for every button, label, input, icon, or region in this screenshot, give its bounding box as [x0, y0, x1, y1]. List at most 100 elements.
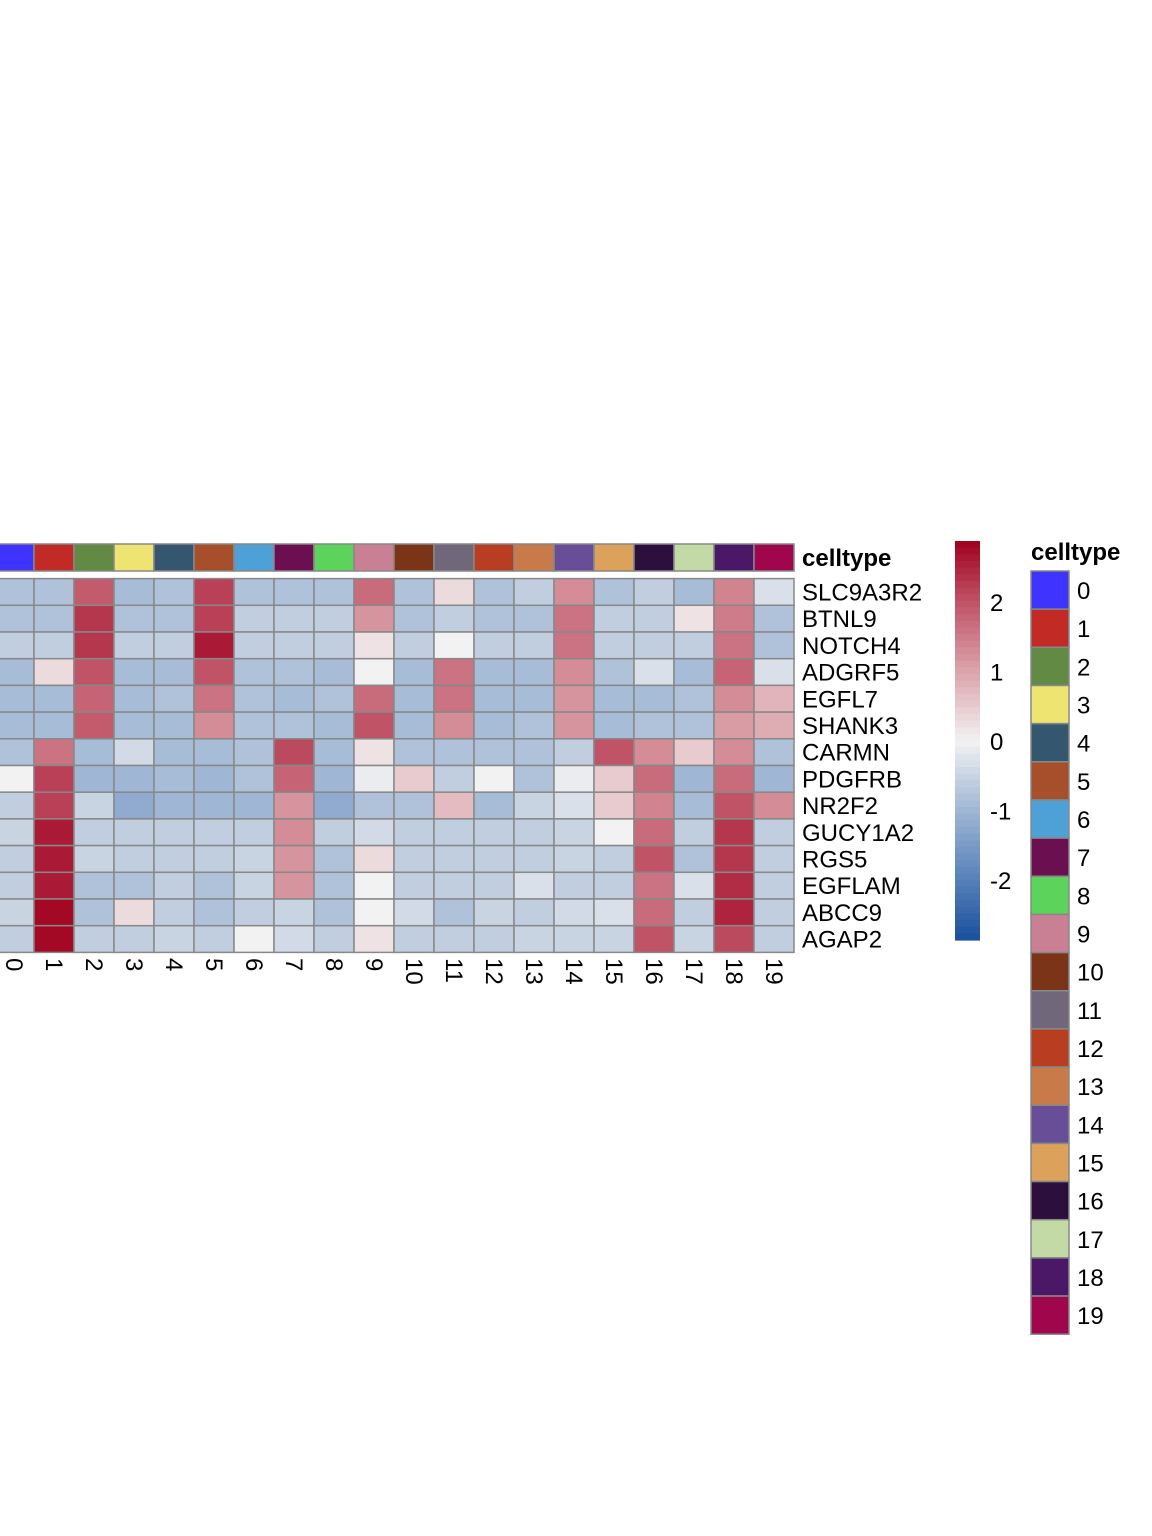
colorbar-segment	[955, 541, 980, 549]
heatmap-cell	[233, 844, 275, 874]
row-labels: SLC9A3R2BTNL9NOTCH4ADGRF5EGFL7SHANK3CARM…	[802, 579, 922, 953]
annotation-cell-0	[0, 543, 35, 572]
heatmap-cell	[753, 871, 795, 900]
legend-swatch-16	[1030, 1180, 1070, 1221]
legend-label: 4	[1077, 731, 1090, 758]
colorbar-segment	[955, 926, 980, 934]
heatmap-cell	[753, 818, 795, 847]
heatmap-cell	[473, 684, 515, 713]
colorbar-segment	[955, 740, 980, 748]
column-label: 9	[360, 958, 387, 971]
heatmap-cell	[193, 657, 235, 687]
colorbar-segment	[955, 574, 980, 582]
heatmap-cell	[753, 604, 795, 633]
heatmap-cell	[153, 711, 195, 740]
column-label: 0	[0, 958, 27, 971]
heatmap-cell	[393, 657, 435, 687]
heatmap-cell	[33, 657, 75, 687]
colorbar-segment	[955, 767, 980, 775]
heatmap-cell	[193, 844, 235, 874]
heatmap-cell	[633, 898, 675, 927]
legend-label: 8	[1077, 883, 1090, 910]
heatmap-cell	[193, 711, 235, 740]
heatmap-cell	[753, 924, 795, 954]
heatmap-cell	[113, 738, 155, 767]
colorbar-segment	[955, 693, 980, 702]
heatmap-cell	[153, 898, 195, 927]
heatmap-cell	[433, 844, 475, 874]
heatmap-cell	[633, 604, 675, 633]
heatmap-cell	[553, 684, 595, 713]
legend-swatch-5	[1030, 761, 1070, 801]
legend-label: 10	[1077, 960, 1104, 987]
colorbar-segment	[955, 680, 980, 688]
colorbar-segment	[955, 793, 980, 801]
heatmap-cell	[473, 764, 515, 793]
heatmap-cell	[513, 871, 555, 900]
colorbar-segment	[955, 560, 980, 569]
legend-swatch-9	[1030, 913, 1070, 954]
heatmap-cell	[353, 791, 395, 820]
heatmap-cell	[73, 844, 115, 874]
heatmap-cell	[0, 844, 35, 874]
column-label: 14	[560, 958, 587, 985]
colorbar-segment	[955, 620, 980, 629]
heatmap-cell	[593, 738, 635, 767]
annotation-cell-2	[73, 543, 115, 572]
heatmap-cell	[673, 684, 715, 713]
heatmap-cell	[0, 631, 35, 660]
heatmap-cell	[513, 844, 555, 874]
legend-swatch-4	[1030, 722, 1070, 763]
heatmap-cell	[513, 657, 555, 687]
heatmap-cell	[313, 604, 355, 633]
heatmap-cell	[273, 604, 315, 633]
heatmap-cell	[313, 791, 355, 820]
heatmap-cell	[593, 684, 635, 713]
heatmap-cell	[353, 711, 395, 740]
heatmap-cell	[33, 711, 75, 740]
legend-swatch-18	[1030, 1257, 1070, 1297]
annotation-cell-17	[673, 543, 715, 572]
heatmap-cell	[633, 791, 675, 820]
colorbar-tick-label: -2	[990, 868, 1011, 895]
heatmap-cell	[313, 631, 355, 660]
heatmap-cell	[353, 684, 395, 713]
heatmap-cell	[233, 684, 275, 713]
colorbar-segment	[955, 674, 980, 682]
heatmap-cell	[273, 871, 315, 900]
colorbar-segment	[955, 580, 980, 589]
heatmap-cell	[273, 764, 315, 793]
heatmap-cell	[593, 898, 635, 927]
heatmap-cell	[233, 711, 275, 740]
legend-swatch-17	[1030, 1218, 1070, 1259]
heatmap-cell	[33, 791, 75, 820]
heatmap-cell	[713, 898, 755, 927]
heatmap-cell	[113, 791, 155, 820]
column-labels: 0 1 2 3 4 5 6 7 8 9 10 11 12 13 14 15 16 17 18 19	[0, 958, 787, 985]
colorbar-segment	[955, 660, 980, 668]
legend-swatch-0	[1030, 570, 1070, 610]
colorbar-segment	[955, 707, 980, 715]
heatmap-cell	[393, 684, 435, 713]
heatmap-cell	[33, 871, 75, 900]
colorbar-segment	[955, 727, 980, 735]
colorbar-segment	[955, 587, 980, 595]
annotation-cell-7	[273, 543, 315, 572]
heatmap-cell	[153, 738, 195, 767]
row-label: SHANK3	[802, 713, 898, 740]
heatmap-cell	[433, 791, 475, 820]
colorbar-segment	[955, 826, 980, 835]
row-label: AGAP2	[802, 927, 882, 954]
legend-label: 6	[1077, 807, 1090, 834]
legend-label: 19	[1077, 1303, 1104, 1330]
heatmap-cell	[393, 924, 435, 954]
heatmap-cell	[713, 604, 755, 633]
column-label: 18	[720, 958, 747, 985]
heatmap-cell	[713, 684, 755, 713]
heatmap-cell	[513, 924, 555, 954]
heatmap-cell	[633, 631, 675, 660]
colorbar-segment	[955, 833, 980, 841]
column-label: 4	[160, 958, 187, 971]
heatmap-cell	[753, 631, 795, 660]
